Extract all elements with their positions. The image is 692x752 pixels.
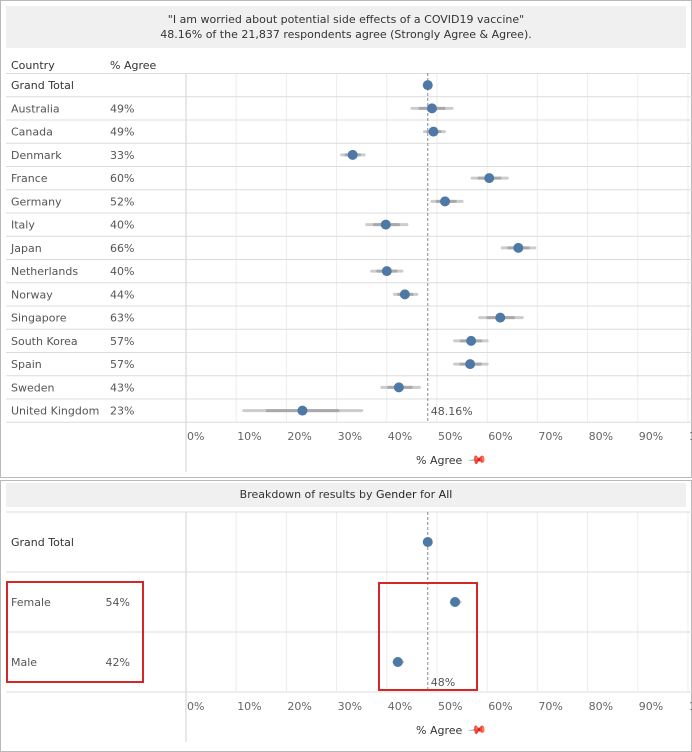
data-point [347, 149, 358, 160]
data-point [422, 80, 433, 91]
row-pct-label: 23% [110, 405, 134, 418]
x-tick-label: 50% [438, 430, 462, 443]
row-pct-label: 66% [110, 242, 134, 255]
data-point [450, 597, 461, 607]
row-label: Japan [10, 242, 42, 255]
reference-line-label: 48% [431, 676, 455, 689]
x-tick-label: 30% [338, 700, 362, 713]
row-pct-label: 42% [106, 656, 130, 669]
row-label: Norway [11, 288, 53, 301]
top-x-axis-title[interactable]: % Agree 📌 [416, 449, 488, 471]
data-point [297, 405, 308, 416]
row-label: Australia [11, 102, 60, 115]
row-label: France [11, 172, 48, 185]
x-tick-label: 40% [388, 430, 412, 443]
data-point [392, 657, 403, 667]
row-label: Singapore [11, 312, 67, 325]
chart-title-box: "I am worried about potential side effec… [6, 6, 686, 48]
data-point [465, 359, 476, 370]
x-tick-label: 60% [488, 700, 512, 713]
row-label: United Kingdom [11, 405, 99, 418]
x-tick-label: 50% [438, 700, 462, 713]
row-label: Male [11, 656, 37, 669]
data-point [495, 312, 506, 323]
row-label: Netherlands [11, 265, 78, 278]
x-tick-label: 80% [589, 430, 613, 443]
highlight-box-gender-dots [378, 582, 478, 691]
row-pct-label: 40% [110, 219, 134, 232]
highlight-box-gender-labels [6, 581, 144, 683]
data-point [426, 103, 437, 114]
data-point [440, 196, 451, 207]
row-label: Denmark [11, 149, 62, 162]
x-tick-label: 100% [689, 700, 692, 713]
x-tick-label: 90% [639, 700, 663, 713]
row-pct-label: 33% [110, 149, 134, 162]
x-tick-label: 30% [338, 430, 362, 443]
x-tick-label: 100% [689, 430, 692, 443]
row-pct-label: 54% [106, 596, 130, 609]
data-point [484, 173, 495, 184]
x-tick-label: 70% [538, 700, 562, 713]
row-label: Germany [11, 195, 62, 208]
row-label: Grand Total [11, 79, 74, 92]
pct-agree-column-header[interactable]: % Agree [110, 59, 157, 72]
data-point [422, 537, 433, 547]
row-pct-label: 49% [110, 102, 134, 115]
data-point [466, 335, 477, 346]
row-label: Spain [11, 358, 42, 371]
row-pct-label: 40% [110, 265, 134, 278]
row-label: Canada [11, 126, 53, 139]
row-label: Grand Total [11, 536, 74, 549]
breakdown-title: Breakdown of results by Gender for All [239, 488, 453, 501]
row-pct-label: 57% [110, 358, 134, 371]
x-tick-label: 10% [237, 430, 261, 443]
data-point [381, 266, 392, 277]
row-pct-label: 52% [110, 195, 134, 208]
x-tick-label: 40% [388, 700, 412, 713]
row-pct-label: 44% [110, 288, 134, 301]
x-tick-label: 0% [187, 700, 204, 713]
data-point [399, 289, 410, 300]
chart-subtitle: 48.16% of the 21,837 respondents agree (… [160, 28, 532, 41]
data-point [428, 126, 439, 137]
x-tick-label: 20% [287, 700, 311, 713]
x-tick-label: 0% [187, 430, 204, 443]
x-tick-label: 10% [237, 700, 261, 713]
data-point [513, 242, 524, 253]
data-point [380, 219, 391, 230]
reference-line-label: 48.16% [431, 405, 473, 418]
x-tick-label: 90% [639, 430, 663, 443]
row-pct-label: 60% [110, 172, 134, 185]
breakdown-title-box: Breakdown of results by Gender for All [6, 483, 686, 507]
row-pct-label: 49% [110, 126, 134, 139]
x-tick-label: 60% [488, 430, 512, 443]
bottom-x-axis-title[interactable]: % Agree 📌 [416, 719, 488, 741]
row-pct-label: 43% [110, 381, 134, 394]
row-pct-label: 63% [110, 312, 134, 325]
chart-title: "I am worried about potential side effec… [167, 13, 525, 26]
x-tick-label: 20% [287, 430, 311, 443]
x-tick-label: 80% [589, 700, 613, 713]
row-label: South Korea [11, 335, 78, 348]
country-column-header[interactable]: Country [11, 59, 55, 72]
data-point [393, 382, 404, 393]
row-label: Female [11, 596, 51, 609]
row-label: Sweden [11, 381, 54, 394]
row-label: Italy [11, 219, 35, 232]
x-tick-label: 70% [538, 430, 562, 443]
row-pct-label: 57% [110, 335, 134, 348]
